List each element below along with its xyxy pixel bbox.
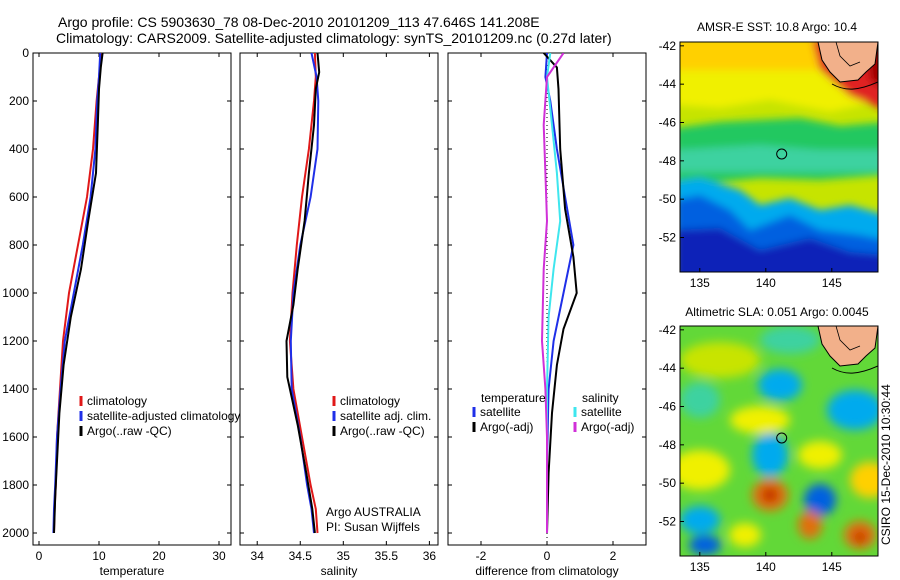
salinity-xtick-label: 35.5 bbox=[375, 549, 399, 563]
salinity-plot-frame bbox=[239, 52, 439, 546]
map-ytick-label: -50 bbox=[659, 192, 677, 206]
salinity-xtick-label: 34.5 bbox=[289, 549, 313, 563]
temperature-xtick-label: 0 bbox=[36, 549, 43, 563]
diff-legend-header-temperature: temperature bbox=[481, 391, 546, 405]
map-xtick-label: 145 bbox=[822, 560, 842, 574]
sla-map: Altimetric SLA: 0.051 Argo: 0.0045 135 14… bbox=[659, 305, 879, 574]
diff-legend-label: Argo(-adj) bbox=[581, 420, 634, 434]
map-ytick-label: -44 bbox=[659, 361, 677, 375]
difference-series-salinity-argo-adj bbox=[540, 53, 565, 533]
salinity-legend-label: satellite adj. clim. bbox=[340, 409, 431, 423]
map-ytick-label: -46 bbox=[659, 400, 677, 414]
difference-xlabel: difference from climatology bbox=[475, 564, 618, 578]
depth-tick-label: 200 bbox=[9, 94, 29, 108]
temperature-legend-label: satellite-adjusted climatology bbox=[87, 409, 240, 423]
difference-xtick-label: 2 bbox=[610, 549, 617, 563]
temperature-legend-label: climatology bbox=[87, 394, 147, 408]
salinity-xlabel: salinity bbox=[321, 564, 358, 578]
argo-program-label: Argo AUSTRALIA bbox=[326, 505, 421, 519]
depth-tick-label: 1400 bbox=[2, 382, 29, 396]
depth-tick-label: 0 bbox=[22, 46, 29, 60]
salinity-xtick-label: 35 bbox=[337, 549, 351, 563]
map-xtick-label: 140 bbox=[756, 560, 776, 574]
salinity-legend-label: Argo(..raw -QC) bbox=[340, 424, 425, 438]
temperature-xtick-label: 30 bbox=[212, 549, 226, 563]
depth-tick-label: 1200 bbox=[2, 334, 29, 348]
map-xtick-label: 145 bbox=[822, 276, 842, 290]
temperature-legend-label: Argo(..raw -QC) bbox=[87, 424, 172, 438]
salinity-legend-label: climatology bbox=[340, 394, 400, 408]
depth-tick-label: 2000 bbox=[2, 526, 29, 540]
diff-legend-header-salinity: salinity bbox=[582, 391, 619, 405]
temperature-xlabel: temperature bbox=[100, 564, 165, 578]
map-xtick-label: 135 bbox=[690, 560, 710, 574]
map-ytick-label: -52 bbox=[659, 515, 677, 529]
salinity-xtick-label: 36 bbox=[423, 549, 437, 563]
difference-xtick-label: -2 bbox=[476, 549, 487, 563]
diff-legend-label: satellite bbox=[480, 405, 521, 419]
map-xtick-label: 140 bbox=[756, 276, 776, 290]
temperature-xtick-label: 20 bbox=[152, 549, 166, 563]
salinity-series-argo-raw-qc bbox=[285, 53, 321, 534]
diff-legend-label: Argo(-adj) bbox=[480, 420, 533, 434]
sst-land-mass bbox=[817, 42, 878, 83]
salinity-xtick-label: 34 bbox=[251, 549, 265, 563]
sst-map-title: AMSR-E SST: 10.8 Argo: 10.4 bbox=[697, 20, 857, 34]
salinity-profile-panel: 34 34.5 35 35.5 36 salinity climatologysatelli… bbox=[239, 52, 439, 578]
temperature-xtick-label: 10 bbox=[92, 549, 106, 563]
sla-argo-marker bbox=[776, 432, 788, 444]
map-ytick-label: -46 bbox=[659, 116, 677, 130]
depth-tick-label: 1800 bbox=[2, 478, 29, 492]
map-ytick-label: -48 bbox=[659, 438, 677, 452]
depth-tick-label: 400 bbox=[9, 142, 29, 156]
temperature-series-argo-raw-qc bbox=[53, 53, 104, 534]
principal-investigator-label: PI: Susan Wijffels bbox=[326, 520, 420, 534]
diff-legend-label: satellite bbox=[581, 405, 622, 419]
map-ytick-label: -44 bbox=[659, 77, 677, 91]
figure-title-line2: Climatology: CARS2009. Satellite-adjuste… bbox=[56, 30, 612, 46]
sla-map-title: Altimetric SLA: 0.051 Argo: 0.0045 bbox=[685, 305, 869, 319]
map-ytick-label: -42 bbox=[659, 39, 677, 53]
depth-tick-label: 800 bbox=[9, 238, 29, 252]
map-ytick-label: -52 bbox=[659, 231, 677, 245]
depth-tick-label: 600 bbox=[9, 190, 29, 204]
map-ytick-label: -50 bbox=[659, 476, 677, 490]
sla-map-axes: 135 140 145 -42 -44 -46 -48 -50 -52 bbox=[659, 323, 842, 574]
sst-map: AMSR-E SST: 10.8 Argo: 10.4 135 140 145 -42… bbox=[659, 20, 879, 290]
salinity-series-satellite-adj-clim bbox=[289, 53, 320, 534]
depth-tick-label: 1600 bbox=[2, 430, 29, 444]
map-ytick-label: -48 bbox=[659, 154, 677, 168]
map-ytick-label: -42 bbox=[659, 323, 677, 337]
sst-map-axes: 135 140 145 -42 -44 -46 -48 -50 -52 bbox=[659, 39, 842, 290]
sst-argo-marker bbox=[776, 148, 788, 160]
map-xtick-label: 135 bbox=[690, 276, 710, 290]
sla-land-mass bbox=[817, 326, 878, 367]
depth-tick-label: 1000 bbox=[2, 286, 29, 300]
difference-series-temperature-argo-adj bbox=[542, 53, 578, 534]
difference-xtick-label: 0 bbox=[544, 549, 551, 563]
temperature-profile-panel: 0 10 20 30 0 200 400 600 800 1000 1200 1400 1600 1800… bbox=[2, 46, 240, 578]
figure-title-line1: Argo profile: CS 5903630_78 08-Dec-2010 … bbox=[58, 14, 540, 30]
temperature-plot-frame bbox=[32, 52, 232, 546]
